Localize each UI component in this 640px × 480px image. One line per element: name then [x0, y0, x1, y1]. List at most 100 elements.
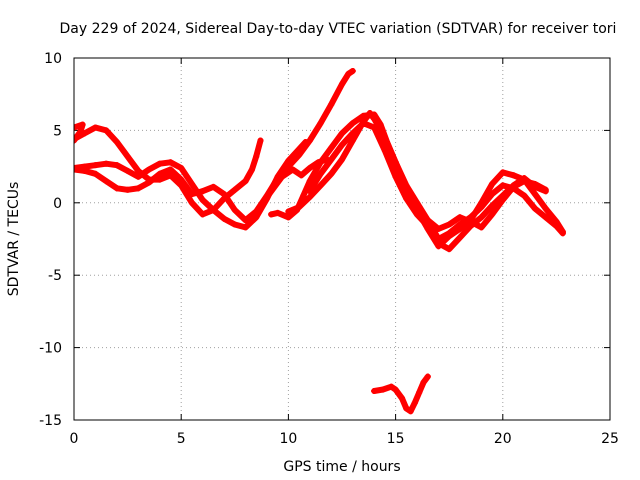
- data-point: [285, 163, 292, 170]
- data-point: [424, 373, 431, 380]
- data-point: [499, 182, 506, 189]
- data-point: [317, 120, 324, 127]
- data-point: [210, 207, 217, 214]
- data-point: [499, 196, 506, 203]
- data-point: [274, 209, 281, 216]
- data-point: [103, 160, 110, 167]
- data-point: [414, 211, 421, 218]
- data-point: [446, 221, 453, 228]
- x-tick-label: 5: [177, 431, 186, 447]
- data-point: [553, 218, 560, 225]
- data-point: [306, 178, 313, 185]
- data-point: [306, 188, 313, 195]
- data-point: [306, 165, 313, 172]
- data-point: [103, 178, 110, 185]
- data-point: [478, 199, 485, 206]
- data-point: [298, 172, 305, 179]
- data-point: [371, 388, 378, 395]
- data-point: [221, 191, 228, 198]
- data-point: [467, 218, 474, 225]
- data-point: [135, 173, 142, 180]
- data-point: [178, 176, 185, 183]
- data-point: [392, 159, 399, 166]
- data-point: [317, 170, 324, 177]
- data-point: [270, 185, 277, 192]
- y-tick-label: -15: [39, 413, 62, 429]
- data-point: [124, 153, 131, 160]
- data-point: [289, 166, 296, 173]
- data-point: [510, 183, 517, 190]
- data-point: [74, 136, 77, 143]
- data-point: [74, 166, 77, 173]
- data-point: [156, 160, 163, 167]
- data-point: [379, 386, 386, 393]
- data-point: [446, 233, 453, 240]
- series-track-b: [74, 124, 264, 218]
- data-point: [81, 130, 88, 137]
- data-point: [221, 215, 228, 222]
- data-point: [231, 221, 238, 228]
- data-point: [74, 124, 77, 131]
- data-point: [403, 195, 410, 202]
- data-point: [478, 224, 485, 231]
- x-tick-labels: 0 5 10 15 20 25: [70, 431, 619, 447]
- data-point: [81, 167, 88, 174]
- data-point: [510, 172, 517, 179]
- data-point: [349, 137, 356, 144]
- data-point: [257, 137, 264, 144]
- x-axis-label: GPS time / hours: [283, 459, 400, 475]
- data-point: [92, 170, 99, 177]
- data-point: [399, 395, 406, 402]
- data-point: [242, 178, 249, 185]
- data-point: [231, 207, 238, 214]
- data-point: [456, 214, 463, 221]
- data-point: [435, 240, 442, 247]
- data-point: [296, 204, 303, 211]
- data-point: [478, 214, 485, 221]
- y-tick-label: 0: [53, 196, 62, 212]
- data-point: [167, 166, 174, 173]
- data-point: [199, 196, 206, 203]
- x-tick-label: 0: [70, 431, 79, 447]
- data-point: [306, 194, 313, 201]
- data-point: [521, 178, 528, 185]
- series-track-d: [74, 68, 356, 224]
- data-point: [92, 124, 99, 131]
- data-point: [328, 170, 335, 177]
- data-point: [178, 165, 185, 172]
- data-point: [349, 130, 356, 137]
- data-point: [300, 192, 307, 199]
- data-point: [188, 199, 195, 206]
- data-point: [403, 405, 410, 412]
- data-point: [531, 191, 538, 198]
- data-point: [392, 173, 399, 180]
- data-point: [323, 156, 330, 163]
- data-point: [285, 208, 292, 215]
- plot-border: [73, 57, 611, 421]
- data-point: [124, 186, 131, 193]
- plot-area: [74, 68, 566, 415]
- data-point: [268, 211, 275, 218]
- data-point: [435, 225, 442, 232]
- data-point: [339, 141, 345, 148]
- data-point: [371, 124, 378, 131]
- data-point: [259, 199, 266, 206]
- data-point: [113, 138, 120, 145]
- data-point: [296, 152, 303, 159]
- data-point: [278, 173, 285, 180]
- data-point: [306, 137, 313, 144]
- y-tick-label: -5: [48, 268, 62, 284]
- data-point: [253, 153, 260, 160]
- data-point: [315, 159, 322, 166]
- x-tick-label: 20: [494, 431, 512, 447]
- data-point: [542, 186, 549, 193]
- data-point: [542, 214, 549, 221]
- data-point: [156, 170, 163, 177]
- chart-title: Day 229 of 2024, Sidereal Day-to-day VTE…: [60, 21, 617, 37]
- data-point: [339, 130, 345, 137]
- x-tick-label: 10: [279, 431, 297, 447]
- data-point: [242, 217, 249, 224]
- data-point: [559, 228, 566, 235]
- data-point: [339, 156, 345, 163]
